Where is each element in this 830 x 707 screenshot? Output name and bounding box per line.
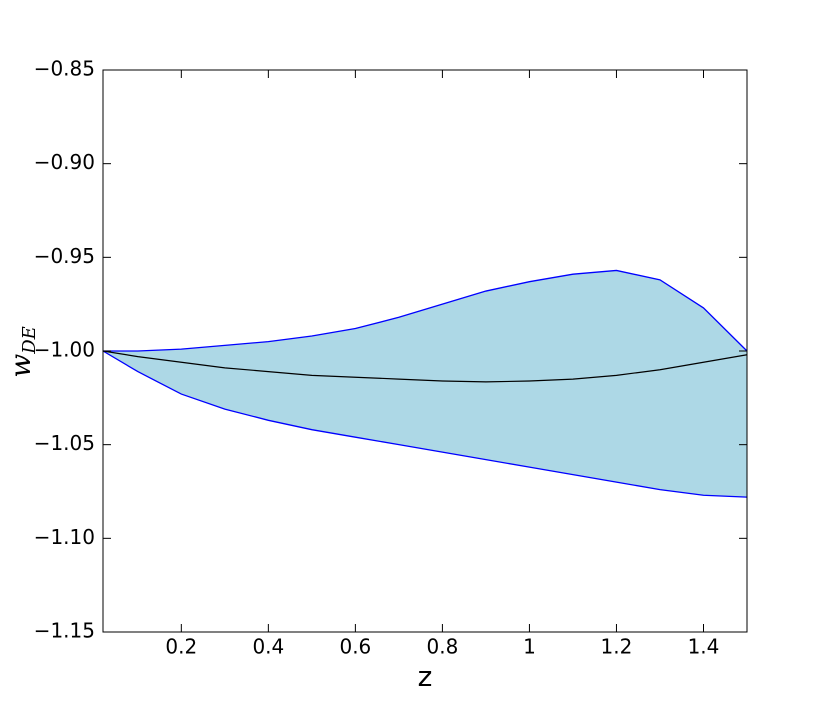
- y-tick-label: −1.15: [34, 619, 95, 643]
- y-tick-label: −0.85: [34, 57, 95, 81]
- y-axis-label-sub: DE: [19, 326, 40, 355]
- x-tick-label: 1.4: [688, 635, 720, 659]
- x-tick-label: 0.6: [339, 635, 371, 659]
- y-tick-label: −1.00: [34, 338, 95, 362]
- x-tick-label: 0.2: [165, 635, 197, 659]
- mean-line: [102, 350, 748, 383]
- y-axis-label: wDE: [4, 326, 41, 378]
- x-tick-label: 0.4: [252, 635, 284, 659]
- y-tick-label: −0.90: [34, 150, 95, 174]
- x-tick-label: 1.2: [601, 635, 633, 659]
- x-tick-label: 1: [523, 635, 536, 659]
- confidence-band: [103, 270, 747, 498]
- y-axis-label-main: w: [4, 354, 37, 378]
- band-edge-lower: [102, 350, 748, 498]
- x-axis-label: z: [418, 660, 433, 693]
- x-tick-label: 0.8: [426, 635, 458, 659]
- band-edge-upper: [103, 269, 748, 352]
- y-tick-label: −1.05: [34, 431, 95, 455]
- y-tick-label: −1.10: [34, 525, 95, 549]
- y-tick-label: −0.95: [34, 244, 95, 268]
